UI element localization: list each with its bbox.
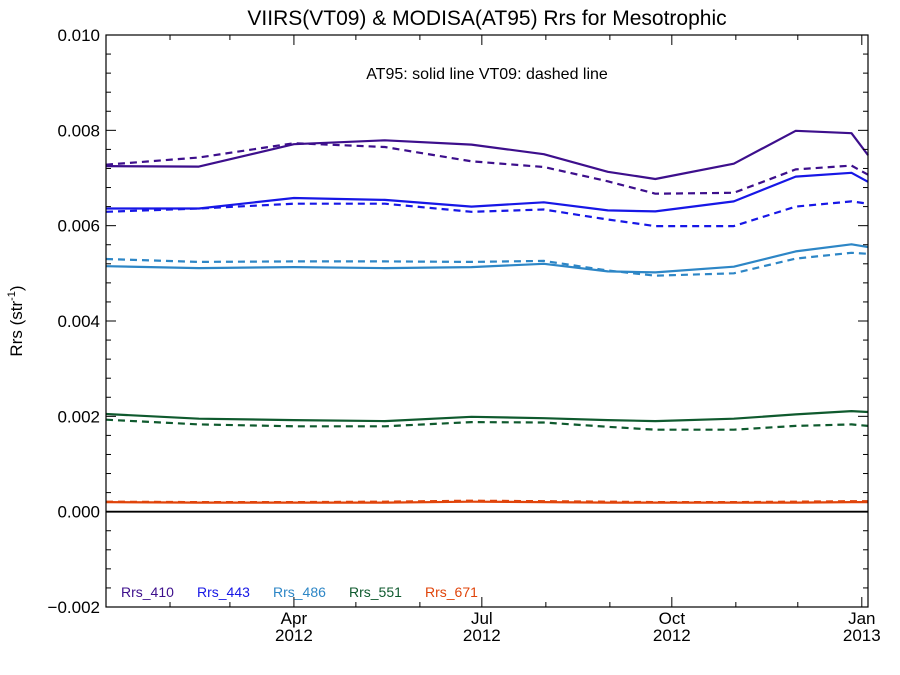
series-layer [105,129,869,504]
y-tick-label: 0.000 [57,503,100,522]
x-tick-label-year: 2012 [653,626,691,645]
y-axis-label-text: Rrs (str [7,301,26,357]
y-tick-label: 0.002 [57,407,100,426]
legend-item-rrs-551: Rrs_551 [349,584,402,600]
y-axis-label-close: ) [7,285,26,291]
series-line-rrs-443-dashed [105,200,869,228]
y-tick-label: 0.004 [57,312,100,331]
x-tick-label-month: Jan [848,609,875,628]
y-tick-label: −0.002 [48,598,100,617]
x-tick-label-year: 2012 [275,626,313,645]
legend-item-rrs-443: Rrs_443 [197,584,250,600]
series-line-rrs-486-solid [105,243,869,274]
legend: Rrs_410 Rrs_443 Rrs_486 Rrs_551 Rrs_671 [121,584,478,600]
y-tick-label: 0.010 [57,26,100,45]
legend-item-rrs-671: Rrs_671 [425,584,478,600]
x-tick-label-year: 2012 [463,626,501,645]
x-tick-label-month: Oct [659,609,686,628]
x-tick-label-month: Jul [471,609,493,628]
series-line-rrs-410-dashed [105,142,869,195]
legend-item-rrs-410: Rrs_410 [121,584,174,600]
x-tick-label-month: Apr [281,609,308,628]
series-line-rrs-551-solid [105,410,869,423]
y-axis: −0.002 0.000 0.002 0.004 0.006 0.008 0.010 [48,26,868,617]
line-style-annotation: AT95: solid line VT09: dashed line [366,66,608,83]
series-line-rrs-671-dashed [105,499,868,504]
series-line-rrs-486-dashed [105,251,869,277]
y-axis-label-superscript: -1 [6,291,18,301]
legend-item-rrs-486: Rrs_486 [273,584,326,600]
y-axis-label: Rrs (str-1) [6,285,26,356]
x-tick-label-year: 2013 [843,626,881,645]
y-tick-label: 0.006 [57,217,100,236]
chart-title: VIIRS(VT09) & MODISA(AT95) Rrs for Mesot… [247,7,726,30]
series-line-rrs-551-dashed [105,418,869,431]
plot-frame [105,34,869,608]
series-line-rrs-443-solid [106,171,869,213]
y-tick-label: 0.008 [57,121,100,140]
series-line-rrs-410-solid [105,129,869,181]
